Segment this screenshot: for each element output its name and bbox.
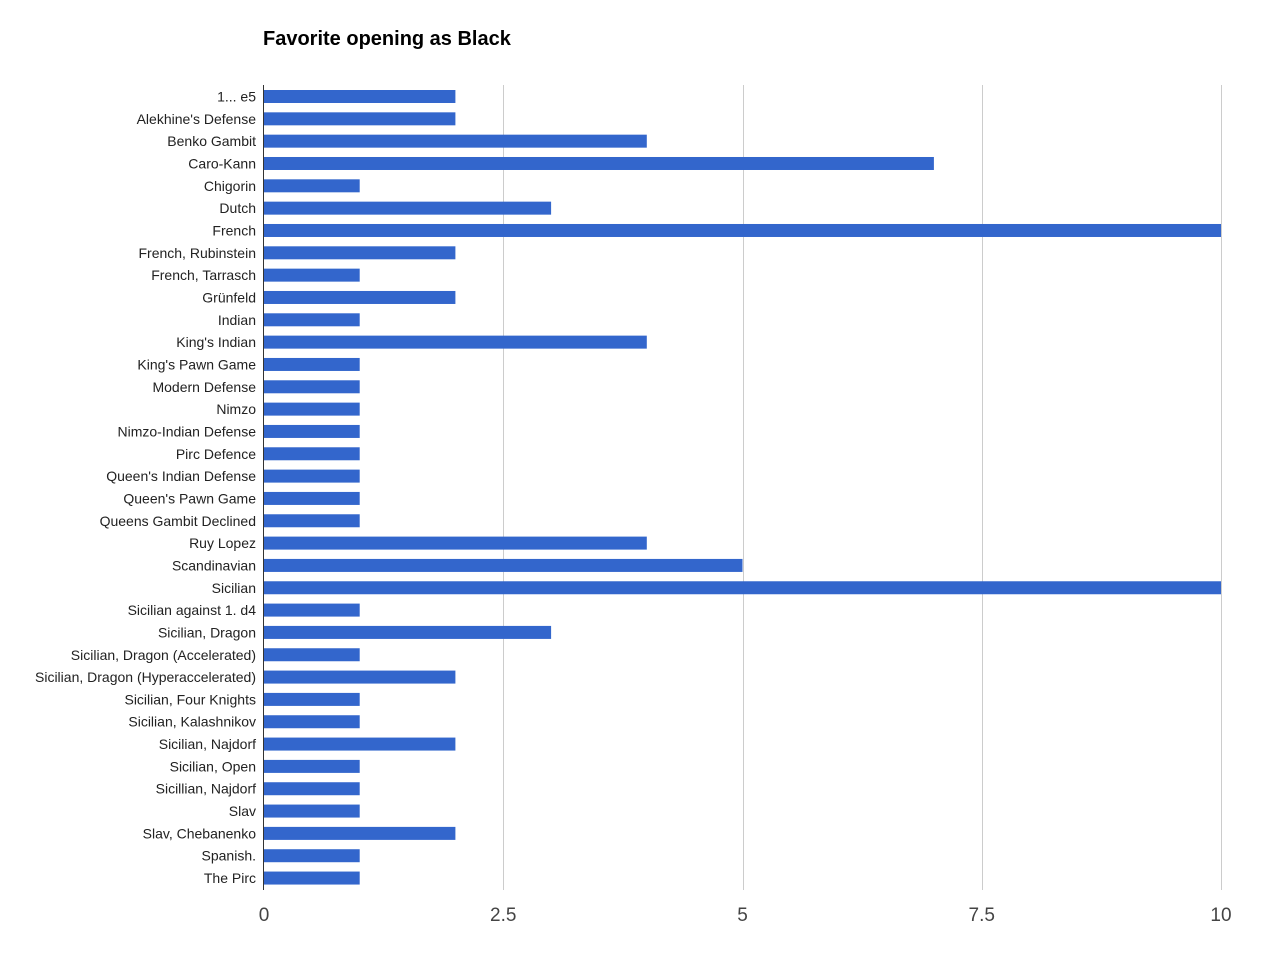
- bar: [264, 156, 934, 170]
- category-label: Sicilian, Dragon (Hyperaccelerated): [35, 669, 256, 685]
- bar: [264, 871, 360, 885]
- category-label: Sicilian, Najdorf: [159, 736, 256, 752]
- bar: [264, 558, 743, 572]
- bar: [264, 313, 360, 327]
- bar: [264, 692, 360, 706]
- bar: [264, 536, 647, 550]
- bar: [264, 223, 1221, 237]
- x-tick-label: 10: [1210, 905, 1231, 926]
- x-tick-label: 5: [737, 905, 748, 926]
- category-label: Queen's Pawn Game: [123, 490, 256, 506]
- bar: [264, 849, 360, 863]
- category-label: Nimzo: [216, 401, 256, 417]
- category-label: Scandinavian: [172, 557, 256, 573]
- bar: [264, 581, 1221, 595]
- x-tick-label: 0: [259, 905, 270, 926]
- category-label: Alekhine's Defense: [137, 111, 257, 127]
- category-label: Benko Gambit: [167, 133, 256, 149]
- category-label: Spanish.: [202, 848, 256, 864]
- category-label: King's Pawn Game: [137, 356, 256, 372]
- category-label: Slav: [229, 803, 256, 819]
- category-label: Sicilian: [212, 580, 256, 596]
- category-label: Pirc Defence: [176, 446, 256, 462]
- bar: [264, 201, 552, 215]
- category-label: Chigorin: [204, 178, 256, 194]
- bar: [264, 804, 360, 818]
- bar: [264, 737, 456, 751]
- bar: [264, 335, 647, 349]
- category-label: Sicilian, Kalashnikov: [128, 714, 256, 730]
- category-label: Caro-Kann: [188, 155, 256, 171]
- bar: [264, 469, 360, 483]
- bar: [264, 179, 360, 193]
- category-label: 1... e5: [217, 89, 256, 105]
- bar: [264, 648, 360, 662]
- category-label: Sicilian, Dragon (Accelerated): [71, 647, 256, 663]
- x-tick-label: 2.5: [490, 905, 516, 926]
- category-label: Grünfeld: [202, 289, 256, 305]
- category-label: French: [212, 222, 256, 238]
- category-label: Slav, Chebanenko: [143, 825, 257, 841]
- category-label: Indian: [218, 312, 256, 328]
- bar: [264, 268, 360, 282]
- bar: [264, 90, 456, 103]
- category-label: King's Indian: [176, 334, 256, 350]
- bar: [264, 112, 456, 126]
- bar: [264, 782, 360, 796]
- category-label: The Pirc: [204, 870, 256, 886]
- bar: [264, 380, 360, 394]
- category-label: French, Rubinstein: [138, 245, 256, 261]
- bar: [264, 603, 360, 617]
- category-label: Queens Gambit Declined: [100, 513, 256, 529]
- bar: [264, 447, 360, 461]
- category-label: Ruy Lopez: [189, 535, 256, 551]
- category-label: Sicilian, Open: [170, 758, 256, 774]
- category-label: Sicilian, Four Knights: [124, 691, 256, 707]
- bar: [264, 290, 456, 304]
- category-label: Modern Defense: [152, 379, 256, 395]
- x-tick-label: 7.5: [969, 905, 995, 926]
- bar: [264, 491, 360, 505]
- bar: [264, 514, 360, 528]
- category-label: French, Tarrasch: [151, 267, 256, 283]
- bar: [264, 357, 360, 371]
- bar: [264, 246, 456, 260]
- bar: [264, 759, 360, 773]
- category-label: Sicillian, Najdorf: [156, 781, 256, 797]
- category-label: Sicilian against 1. d4: [128, 602, 257, 618]
- bar: [264, 670, 456, 684]
- bar: [264, 715, 360, 729]
- bar: [264, 625, 552, 639]
- category-label: Sicilian, Dragon: [158, 624, 256, 640]
- category-label: Dutch: [219, 200, 256, 216]
- category-label: Queen's Indian Defense: [106, 468, 256, 484]
- bar: [264, 424, 360, 438]
- bar: [264, 134, 647, 148]
- category-label: Nimzo-Indian Defense: [117, 423, 256, 439]
- bar: [264, 402, 360, 416]
- chart-title: Favorite opening as Black: [263, 28, 511, 50]
- bar: [264, 826, 456, 840]
